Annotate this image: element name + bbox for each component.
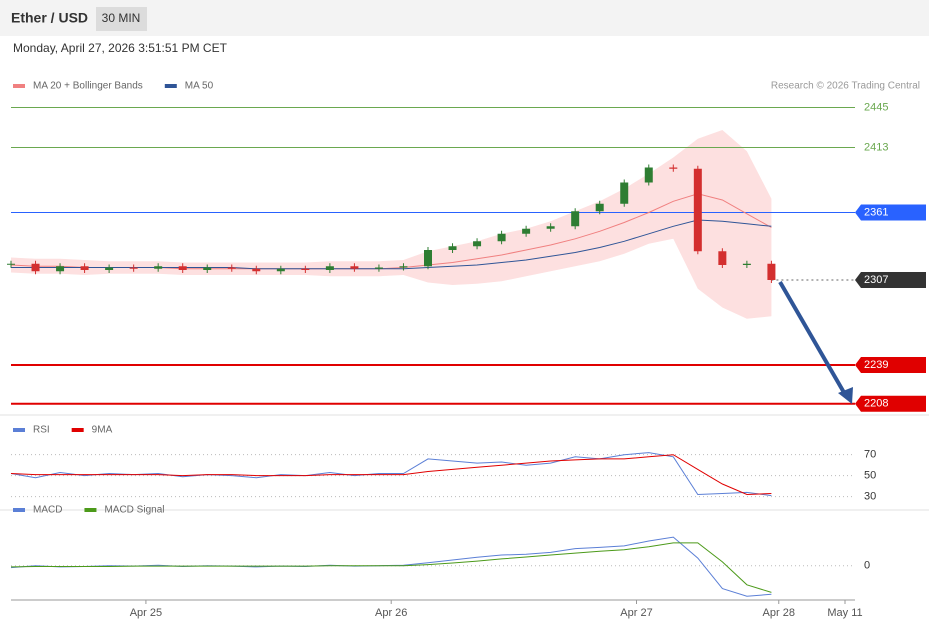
legend-label: RSI [33,425,50,436]
level-label: 2445 [864,101,888,113]
level-label: 2307 [864,274,888,286]
candle [693,168,702,252]
candle [31,263,40,272]
legend-swatch [13,508,25,512]
candle [178,266,187,270]
candle [325,266,334,270]
candle [301,268,310,270]
candle [718,251,727,265]
legend-label: MA 20 + Bollinger Bands [33,81,143,92]
legend-label: MACD Signal [104,505,164,516]
x-tick-label: Apr 26 [375,607,407,619]
level-tag [855,395,926,412]
candle [473,241,482,247]
candle [448,246,457,250]
candle [276,268,285,272]
x-tick-label: May 11 [827,607,862,619]
legend-label: MA 50 [185,81,214,92]
candle [129,267,138,269]
candle [7,263,15,265]
candle [374,267,383,269]
y-tick-label: 70 [864,449,876,461]
candle [227,267,236,269]
y-tick-label: 50 [864,470,876,482]
candle [742,263,751,265]
x-tick-label: Apr 28 [763,607,795,619]
legend-swatch [13,428,25,432]
candle [571,211,580,227]
candle [669,167,678,169]
copyright: Research © 2026 Trading Central [771,81,920,92]
level-label: 2239 [864,359,888,371]
legend-label: MACD [33,505,62,516]
candle [497,233,506,242]
candle [399,266,408,268]
bollinger-band [11,130,772,319]
candle [350,266,359,269]
x-tick-label: Apr 25 [130,607,162,619]
level-tag [855,204,926,221]
ma-line [11,219,772,270]
forecast-arrow [778,280,848,398]
candle [644,167,653,183]
level-tag [855,357,926,373]
level-label: 2361 [864,206,888,218]
candle [546,226,555,229]
level-label: 2208 [864,398,888,410]
series-line [10,542,772,593]
candle [522,228,531,234]
candle [595,203,604,212]
candle [424,250,432,267]
level-label: 2413 [864,141,888,153]
x-tick-label: Apr 27 [620,607,652,619]
y-tick-label: 30 [864,491,876,503]
candle [203,267,212,270]
forecast-arrowhead [838,387,853,404]
candle [105,267,114,270]
legend-swatch [13,84,25,88]
legend-swatch [84,508,97,512]
candle [80,266,89,270]
legend-swatch [71,428,84,432]
header-bar [0,0,929,36]
candle [56,266,65,272]
candle [154,266,163,269]
candle [252,268,261,272]
candle [767,263,776,280]
timestamp: Monday, April 27, 2026 3:51:51 PM CET [13,41,228,55]
legend-label: 9MA [92,425,113,436]
instrument-title: Ether / USD [11,10,88,26]
legend-swatch [164,84,177,88]
interval[interactable]: 30 MIN [102,11,141,25]
series-line [10,454,772,496]
interval-badge[interactable] [96,7,147,31]
level-tag [855,272,926,288]
candle [620,182,629,204]
y-tick-label: 0 [864,560,870,572]
